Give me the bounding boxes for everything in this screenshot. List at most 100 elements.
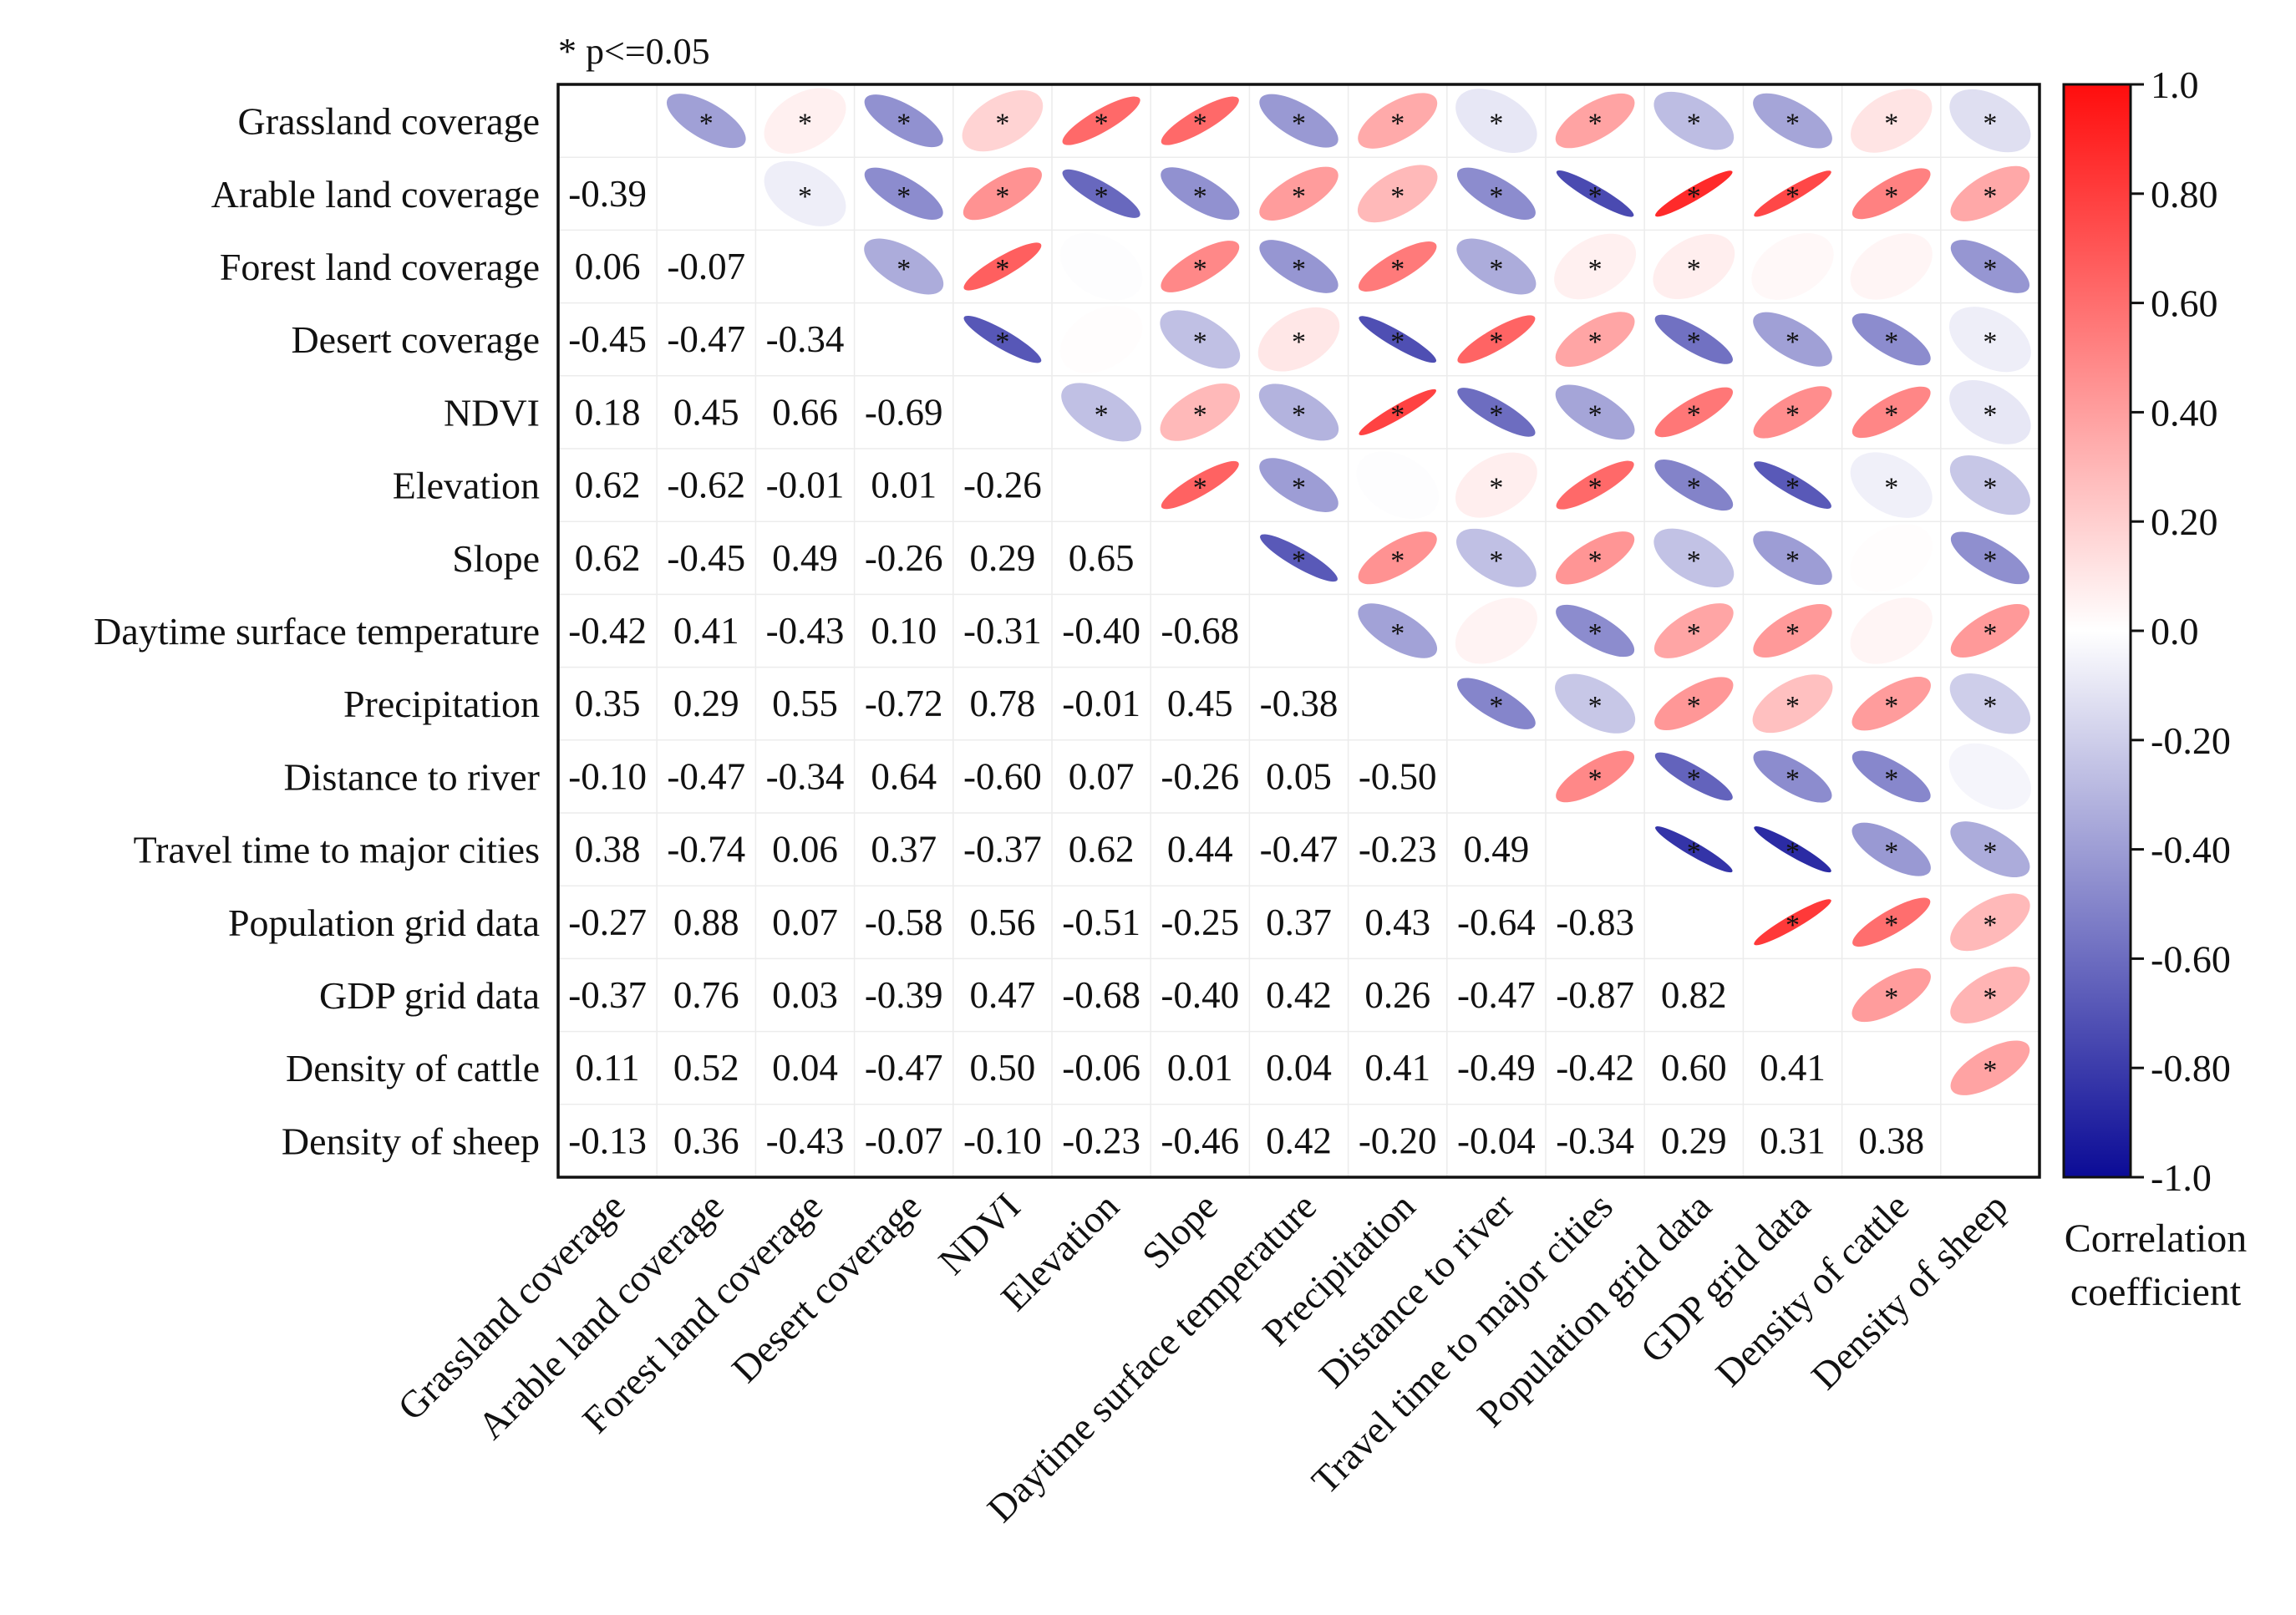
colorbar-tick-label: -0.80 bbox=[2151, 1047, 2231, 1089]
corr-value-label: 0.47 bbox=[970, 974, 1036, 1016]
significance-star: * bbox=[1785, 181, 1800, 212]
corr-ellipse bbox=[1950, 893, 2030, 952]
colorbar-tick-label: -0.60 bbox=[2151, 937, 2231, 980]
corr-value-label: -0.39 bbox=[865, 974, 943, 1016]
significance-star: * bbox=[1687, 546, 1701, 576]
corr-ellipse bbox=[864, 94, 943, 148]
corr-value-label: 0.49 bbox=[1464, 829, 1530, 871]
corr-ellipse bbox=[1556, 460, 1634, 510]
corr-ellipse bbox=[1754, 826, 1831, 873]
corr-value-label: -0.20 bbox=[1359, 1120, 1437, 1161]
row-label-density-of-cattle: Density of cattle bbox=[286, 1047, 540, 1089]
colorbar-tick-label: 0.60 bbox=[2151, 282, 2218, 325]
significance-star: * bbox=[1292, 254, 1306, 285]
corr-ellipse bbox=[764, 160, 846, 226]
corr-ellipse bbox=[764, 88, 846, 154]
corr-ellipse bbox=[1653, 91, 1735, 150]
corr-ellipse bbox=[1555, 384, 1635, 440]
corr-ellipse bbox=[1161, 460, 1239, 510]
matrix-grid bbox=[558, 84, 2039, 1177]
corr-ellipse bbox=[1852, 967, 1931, 1023]
significance-star: * bbox=[995, 109, 1009, 140]
significance-star: * bbox=[1588, 764, 1603, 795]
corr-value-label: -0.34 bbox=[1556, 1120, 1634, 1161]
significance-star: * bbox=[1983, 546, 1997, 576]
significance-star: * bbox=[1292, 181, 1306, 212]
colorbar-tick-label: -0.40 bbox=[2151, 829, 2231, 871]
corr-value-label: -0.07 bbox=[865, 1120, 943, 1161]
corr-value-label: -0.10 bbox=[568, 755, 647, 797]
corr-value-label: -0.37 bbox=[568, 974, 647, 1016]
corr-ellipse bbox=[1852, 750, 1931, 803]
corr-value-label: 0.42 bbox=[1266, 1120, 1332, 1161]
significance-star: * bbox=[1785, 764, 1800, 795]
corr-ellipse bbox=[1555, 93, 1635, 149]
row-label-gdp-grid-data: GDP grid data bbox=[319, 974, 540, 1017]
significance-star: * bbox=[1095, 109, 1109, 140]
corr-value-label: 0.18 bbox=[575, 391, 641, 433]
corr-value-label: 0.49 bbox=[772, 537, 838, 579]
corr-ellipse bbox=[1753, 603, 1832, 658]
corr-ellipse bbox=[1950, 1040, 2030, 1095]
corr-value-label: -0.45 bbox=[568, 318, 647, 360]
colorbar: 1.0 0.80 0.60 0.40 0.20 0.0 -0.20 -0.40 -0.60 -0.… bbox=[2062, 63, 2247, 1314]
row-label-precipitation: Precipitation bbox=[343, 683, 540, 725]
significance-star: * bbox=[1292, 399, 1306, 430]
corr-value-label: -0.60 bbox=[963, 755, 1042, 797]
corr-value-label: -0.50 bbox=[1359, 755, 1437, 797]
corr-ellipse bbox=[1059, 305, 1143, 373]
significance-star: * bbox=[1292, 473, 1306, 504]
colorbar-tick-label: -0.20 bbox=[2151, 719, 2231, 762]
corr-ellipse bbox=[1161, 167, 1240, 221]
corr-value-label: 0.04 bbox=[772, 1047, 838, 1089]
corr-ellipse bbox=[1949, 673, 2031, 734]
corr-value-label: 0.35 bbox=[575, 683, 641, 724]
corr-ellipse bbox=[1949, 380, 2031, 444]
corr-ellipse bbox=[1753, 531, 1832, 586]
row-label-desert-coverage: Desert coverage bbox=[291, 318, 540, 361]
corr-ellipse bbox=[1160, 383, 1241, 441]
significance-star: * bbox=[1785, 399, 1800, 430]
significance-star: * bbox=[1687, 254, 1701, 285]
corr-value-label: -0.40 bbox=[1062, 610, 1140, 652]
significance-star: * bbox=[1785, 473, 1800, 504]
corr-value-label: 0.64 bbox=[871, 755, 937, 797]
corr-ellipse bbox=[1654, 387, 1734, 438]
row-label-elevation: Elevation bbox=[393, 465, 540, 507]
significance-star: * bbox=[1785, 109, 1800, 140]
corr-value-label: -0.34 bbox=[766, 755, 845, 797]
corr-value-label: 0.42 bbox=[1266, 974, 1332, 1016]
significance-star: * bbox=[1983, 837, 1997, 868]
col-label-gdp-grid-data: GDP grid data bbox=[1632, 1185, 1818, 1371]
corr-value-label: -0.04 bbox=[1457, 1120, 1536, 1161]
significance-star: * bbox=[1884, 327, 1898, 358]
significance-star: * bbox=[1292, 327, 1306, 358]
corr-value-label: 0.05 bbox=[1266, 755, 1332, 797]
significance-star: * bbox=[1785, 910, 1800, 941]
corr-value-label: 0.03 bbox=[772, 974, 838, 1016]
corr-value-label: 0.11 bbox=[576, 1047, 640, 1089]
corr-ellipse bbox=[1456, 167, 1536, 220]
corr-value-label: 0.55 bbox=[772, 683, 838, 724]
corr-ellipse bbox=[864, 238, 944, 295]
corr-value-label: -0.13 bbox=[568, 1120, 647, 1161]
corr-ellipse bbox=[1556, 750, 1635, 803]
corr-value-label: 0.36 bbox=[673, 1120, 739, 1161]
row-label-forest-land-coverage: Forest land coverage bbox=[220, 246, 540, 288]
corr-ellipse bbox=[1852, 168, 1931, 220]
corr-ellipse bbox=[962, 89, 1044, 152]
corr-ellipse bbox=[1161, 96, 1239, 145]
significance-star: * bbox=[1983, 109, 1997, 140]
corr-ellipse bbox=[1358, 93, 1438, 149]
significance-star: * bbox=[1983, 1055, 1997, 1086]
corr-value-label: 0.29 bbox=[1661, 1120, 1727, 1161]
corr-value-label: -0.01 bbox=[1062, 683, 1140, 724]
row-label-population-grid-data: Population grid data bbox=[228, 901, 540, 944]
significance-star: * bbox=[1390, 254, 1405, 285]
colorbar-title-line2: coefficient bbox=[2070, 1270, 2242, 1314]
corr-value-label: -0.42 bbox=[1556, 1047, 1634, 1089]
corr-value-label: -0.51 bbox=[1062, 901, 1140, 943]
significance-star: * bbox=[1588, 399, 1603, 430]
